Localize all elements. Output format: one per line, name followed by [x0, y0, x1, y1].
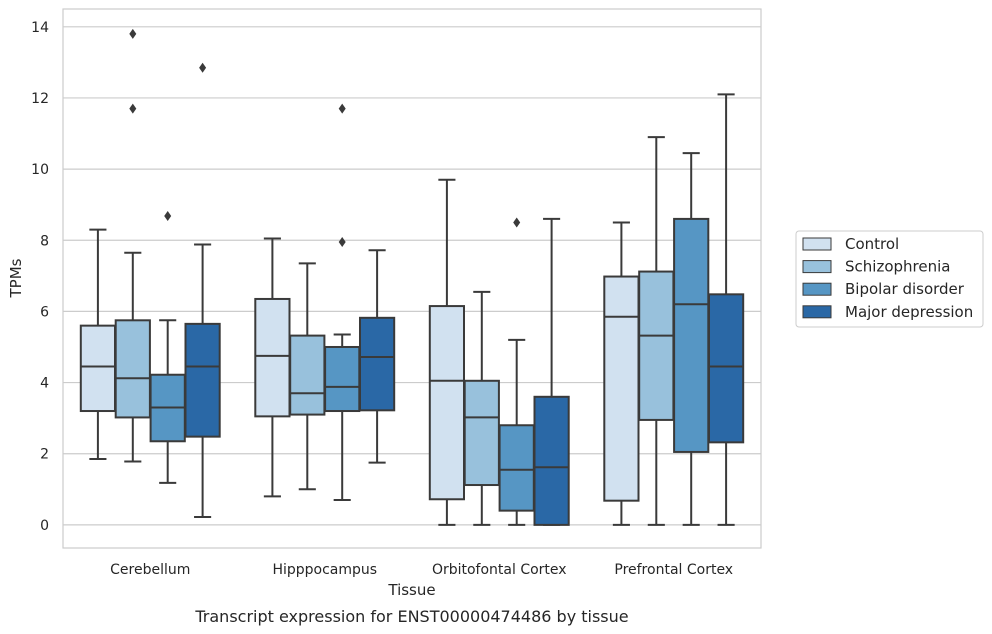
y-axis-title: TPMs: [7, 258, 25, 298]
y-tick-label: 14: [31, 20, 49, 36]
outlier-point: [513, 217, 521, 228]
box-bipolar-disorder: [149, 211, 186, 484]
x-tick-label: Prefrontal Cortex: [614, 562, 733, 578]
y-tick-label: 0: [40, 518, 49, 534]
box-iqr: [184, 322, 221, 438]
box-iqr: [533, 395, 570, 526]
y-tick-label: 4: [40, 376, 49, 392]
box-iqr: [498, 424, 535, 512]
box-control: [79, 228, 117, 461]
box-iqr: [638, 270, 675, 421]
box-iqr: [79, 324, 117, 413]
legend-swatch: [802, 237, 832, 251]
box-major-depression: [184, 62, 221, 519]
box-schizophrenia: [289, 262, 326, 491]
y-tick-labels: 0 2 4 6 8 10 12 14: [31, 20, 49, 534]
outlier-point: [199, 62, 207, 73]
legend-swatch: [802, 260, 832, 274]
x-tick-label: Orbitofontal Cortex: [432, 562, 567, 578]
y-tick-label: 8: [40, 233, 49, 249]
box-iqr: [324, 345, 361, 413]
legend: Control Schizophrenia Bipolar disorder Majo…: [795, 230, 984, 328]
legend-label: Control: [845, 235, 899, 253]
x-tick-label: Hipppocampus: [272, 562, 377, 578]
outlier-point: [338, 237, 346, 248]
box-iqr: [358, 316, 396, 412]
outlier-point: [129, 28, 137, 39]
legend-swatch: [802, 282, 832, 296]
legend-label: Bipolar disorder: [845, 280, 965, 298]
box-major-depression: [707, 93, 745, 526]
box-iqr: [707, 293, 745, 444]
box-groups: [79, 28, 745, 526]
box-iqr: [463, 379, 500, 487]
y-tick-label: 6: [40, 304, 49, 320]
box-schizophrenia: [638, 136, 675, 526]
box-iqr: [254, 297, 291, 418]
box-control: [603, 221, 640, 526]
box-iqr: [603, 275, 640, 502]
outlier-point: [164, 211, 172, 222]
x-tick-label: Cerebellum: [110, 562, 190, 578]
legend-frame: [795, 230, 984, 328]
box-major-depression: [358, 249, 396, 464]
plot-frame: [62, 8, 762, 549]
outlier-point: [338, 103, 346, 114]
legend-label: Schizophrenia: [845, 258, 950, 276]
y-tick-label: 12: [31, 91, 49, 107]
box-iqr: [428, 305, 466, 501]
y-tick-label: 10: [31, 162, 49, 178]
box-iqr: [289, 334, 326, 416]
box-major-depression: [533, 217, 570, 526]
box-iqr: [673, 217, 710, 453]
legend-label: Major depression: [845, 303, 973, 321]
x-tick-labels: Cerebellum Hipppocampus Orbitofontal Corte…: [110, 562, 733, 578]
legend-swatch: [802, 305, 832, 319]
box-bipolar-disorder: [498, 217, 535, 526]
x-axis-title: Tissue: [387, 581, 435, 599]
box-control: [254, 237, 291, 498]
figure-caption: Transcript expression for ENST0000047448…: [194, 607, 628, 626]
box-schizophrenia: [114, 28, 151, 463]
box-iqr: [114, 319, 151, 419]
y-tick-label: 2: [40, 447, 49, 463]
box-bipolar-disorder: [324, 103, 361, 501]
outlier-point: [129, 103, 137, 114]
